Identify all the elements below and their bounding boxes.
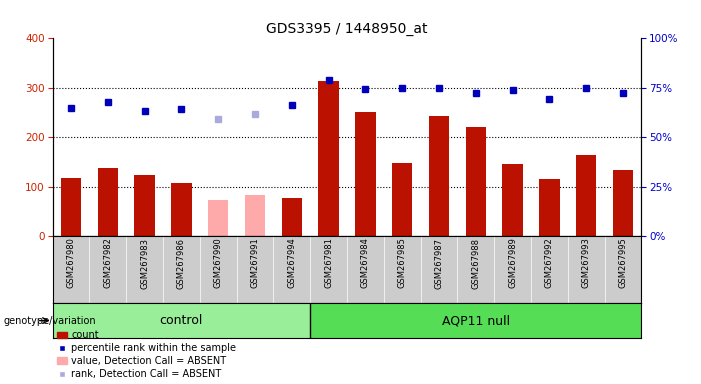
Text: GSM267984: GSM267984 <box>361 237 370 288</box>
Bar <box>171 183 191 236</box>
Text: control: control <box>160 314 203 327</box>
Bar <box>282 198 302 236</box>
Text: GSM267981: GSM267981 <box>324 237 333 288</box>
Bar <box>539 179 559 236</box>
Text: GSM267990: GSM267990 <box>214 237 223 288</box>
Legend: count, percentile rank within the sample, value, Detection Call = ABSENT, rank, : count, percentile rank within the sample… <box>57 330 236 379</box>
Bar <box>429 116 449 236</box>
Bar <box>392 164 412 236</box>
Text: GSM267989: GSM267989 <box>508 237 517 288</box>
Bar <box>503 164 523 236</box>
Bar <box>318 81 339 236</box>
Text: GSM267991: GSM267991 <box>250 237 259 288</box>
Text: GSM267995: GSM267995 <box>618 237 627 288</box>
Bar <box>465 127 486 236</box>
Text: GSM267986: GSM267986 <box>177 237 186 288</box>
Bar <box>613 170 633 236</box>
Bar <box>208 200 229 236</box>
Text: GSM267993: GSM267993 <box>582 237 591 288</box>
Bar <box>355 112 376 236</box>
Text: GSM267980: GSM267980 <box>67 237 76 288</box>
Text: GSM267982: GSM267982 <box>103 237 112 288</box>
Text: GSM267985: GSM267985 <box>397 237 407 288</box>
Text: genotype/variation: genotype/variation <box>4 316 96 326</box>
Text: GSM267994: GSM267994 <box>287 237 297 288</box>
Title: GDS3395 / 1448950_at: GDS3395 / 1448950_at <box>266 22 428 36</box>
Text: GSM267987: GSM267987 <box>435 237 444 288</box>
Bar <box>61 178 81 236</box>
Text: GSM267992: GSM267992 <box>545 237 554 288</box>
Bar <box>135 175 155 236</box>
Bar <box>97 168 118 236</box>
Text: GSM267988: GSM267988 <box>471 237 480 288</box>
Bar <box>576 155 597 236</box>
Bar <box>245 195 265 236</box>
Text: AQP11 null: AQP11 null <box>442 314 510 327</box>
Text: GSM267983: GSM267983 <box>140 237 149 288</box>
Bar <box>53 303 310 338</box>
